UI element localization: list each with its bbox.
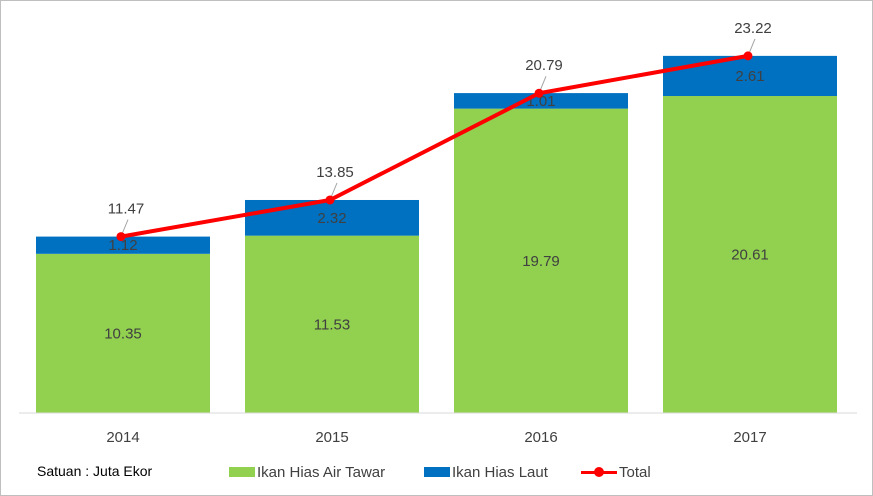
x-tick-2015: 2015: [315, 429, 348, 446]
bar-laut-2016: [454, 93, 628, 109]
data-label-air-tawar-2016: 19.79: [522, 253, 560, 270]
x-tick-2016: 2016: [524, 429, 557, 446]
data-label-air-tawar-2015: 11.53: [314, 316, 350, 333]
data-label-total-2014: 11.47: [108, 201, 144, 218]
total-point-2014: [116, 232, 126, 242]
legend-swatch-laut: [424, 467, 450, 477]
legend-swatch-air-tawar: [229, 467, 255, 477]
data-label-air-tawar-2017: 20.61: [731, 247, 769, 264]
data-label-laut-2017: 2.61: [735, 68, 764, 85]
bar-air-tawar-2014: [36, 253, 210, 413]
legend-item-ikan-hias-laut: Ikan Hias Laut: [424, 463, 548, 481]
bar-air-tawar-2015: [245, 235, 419, 413]
legend-swatch-total: [581, 466, 617, 478]
legend-item-total: Total: [581, 463, 651, 481]
legend-item-ikan-hias-air-tawar: Ikan Hias Air Tawar: [229, 463, 385, 481]
data-label-total-2017: 23.22: [734, 20, 772, 37]
data-label-total-2015: 13.85: [316, 164, 354, 181]
total-point-2017: [743, 51, 753, 61]
bar-laut-2014: [36, 236, 210, 254]
total-series-line: [120, 53, 749, 239]
data-label-air-tawar-2014: 10.35: [104, 325, 142, 342]
data-label-laut-2014: 1.12: [108, 237, 137, 254]
unit-note: Satuan : Juta Ekor: [37, 463, 153, 479]
bar-laut-2017: [663, 55, 837, 97]
legend-label-total: Total: [619, 463, 651, 481]
x-tick-labels: 2014 2015 2016 2017: [106, 429, 766, 446]
bar-air-tawar-2016: [454, 108, 628, 414]
total-line-group: 11.47 13.85 20.79 23.22: [108, 20, 772, 242]
x-tick-2014: 2014: [106, 429, 139, 446]
legend-label-laut: Ikan Hias Laut: [452, 463, 548, 481]
data-label-total-2016: 20.79: [525, 57, 563, 74]
legend-label-air-tawar: Ikan Hias Air Tawar: [257, 463, 386, 481]
bar-air-tawar-2017: [663, 96, 837, 414]
total-point-2015: [325, 195, 335, 205]
x-tick-2017: 2017: [733, 429, 766, 446]
data-label-laut-2015: 2.32: [317, 210, 346, 227]
total-point-2016: [534, 88, 544, 98]
bar-laut-2015: [245, 199, 419, 236]
